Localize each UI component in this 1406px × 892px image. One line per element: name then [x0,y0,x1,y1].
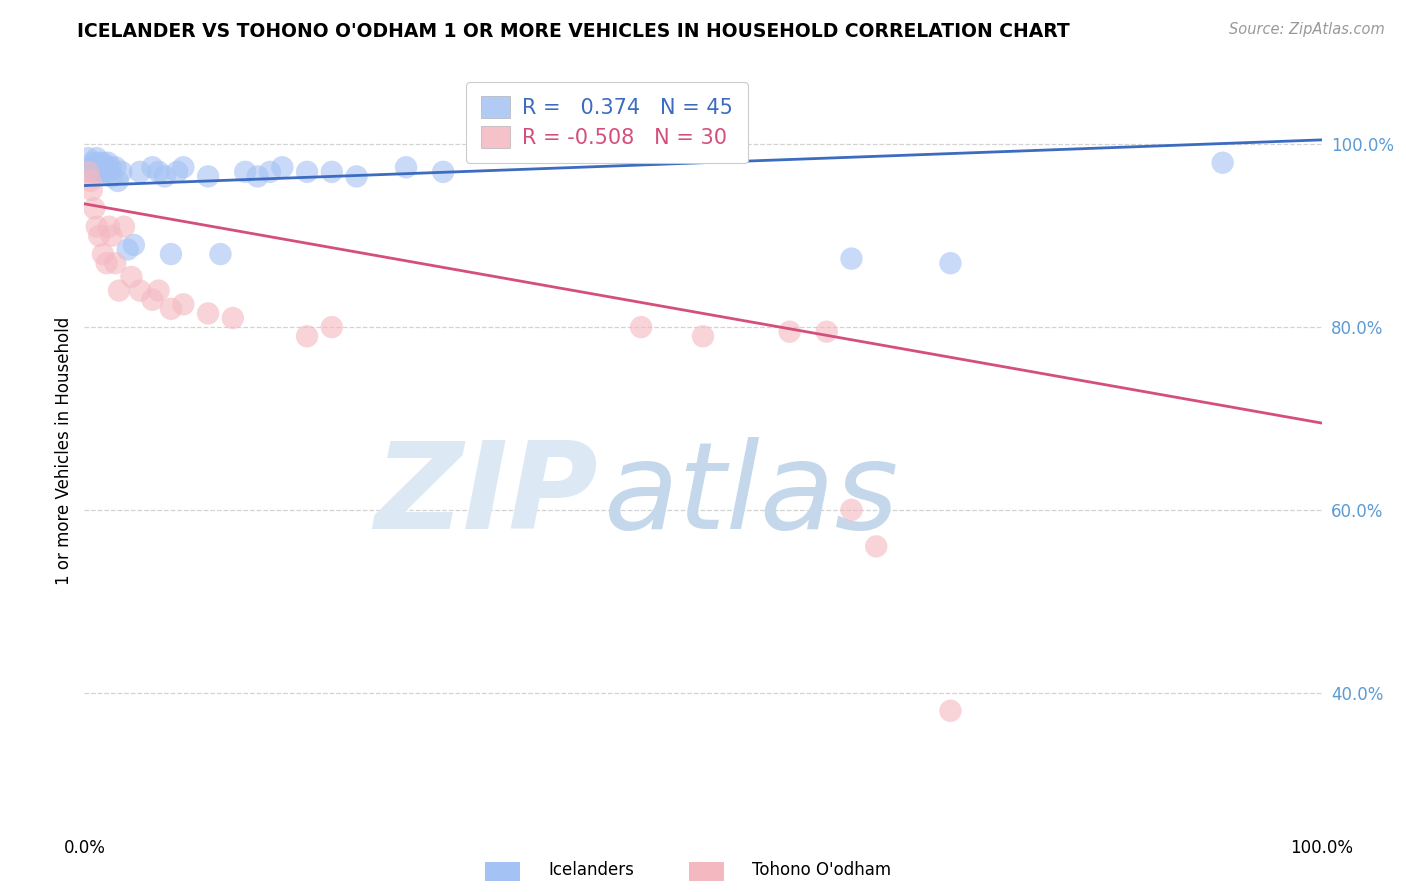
Point [79,174,101,188]
Point [84,165,107,179]
Point [96,161,118,175]
Point [432,165,454,179]
Point [129,165,152,179]
Point [346,169,368,184]
Point [83,202,105,216]
Point [160,247,183,261]
Point [246,169,269,184]
Point [939,256,962,270]
Y-axis label: 1 or more Vehicles in Household: 1 or more Vehicles in Household [55,317,73,584]
Point [153,169,176,184]
Point [90,161,112,175]
Point [692,329,714,343]
Point [321,320,343,334]
Point [120,269,142,284]
Point [630,320,652,334]
Point [197,169,219,184]
Point [91,155,114,169]
Point [395,161,418,175]
Point [86,219,108,234]
Point [865,540,887,554]
Text: ZIP: ZIP [374,437,598,555]
Point [94,165,117,179]
Point [79,161,101,175]
Point [89,228,111,243]
Point [939,704,962,718]
Point [80,165,103,179]
Point [172,297,194,311]
Point [815,325,838,339]
Point [141,161,163,175]
Legend: R =   0.374   N = 45, R = -0.508   N = 30: R = 0.374 N = 45, R = -0.508 N = 30 [465,82,748,162]
Point [108,284,131,298]
Point [98,219,121,234]
Point [104,161,127,175]
Point [100,228,122,243]
Point [122,238,145,252]
Point [129,284,152,298]
Point [89,165,111,179]
Text: atlas: atlas [605,437,900,555]
Point [271,161,294,175]
Text: Tohono O'odham: Tohono O'odham [752,861,891,879]
Point [295,329,318,343]
Point [89,155,111,169]
Point [321,165,343,179]
Point [222,311,245,326]
Point [77,151,100,165]
Point [91,247,114,261]
Point [141,293,163,307]
Point [96,256,118,270]
Point [841,252,863,266]
Point [1212,155,1234,169]
Point [160,301,183,316]
Point [100,169,122,184]
Point [148,284,170,298]
Point [295,165,318,179]
Point [98,161,121,175]
Text: Source: ZipAtlas.com: Source: ZipAtlas.com [1229,22,1385,37]
Point [259,165,281,179]
Point [209,247,232,261]
Point [83,161,105,175]
Point [82,155,104,169]
Point [779,325,801,339]
Text: ICELANDER VS TOHONO O'ODHAM 1 OR MORE VEHICLES IN HOUSEHOLD CORRELATION CHART: ICELANDER VS TOHONO O'ODHAM 1 OR MORE VE… [77,22,1070,41]
Point [104,256,127,270]
Point [86,151,108,165]
Point [233,165,256,179]
Point [166,165,188,179]
Text: Icelanders: Icelanders [548,861,634,879]
Point [172,161,194,175]
Point [98,165,121,179]
Point [93,161,115,175]
Point [841,503,863,517]
Point [117,243,139,257]
Point [97,155,120,169]
Point [197,306,219,320]
Point [87,161,110,175]
Point [80,183,103,197]
Point [110,165,132,179]
Point [112,219,135,234]
Point [148,165,170,179]
Point [107,174,129,188]
Point [77,165,100,179]
